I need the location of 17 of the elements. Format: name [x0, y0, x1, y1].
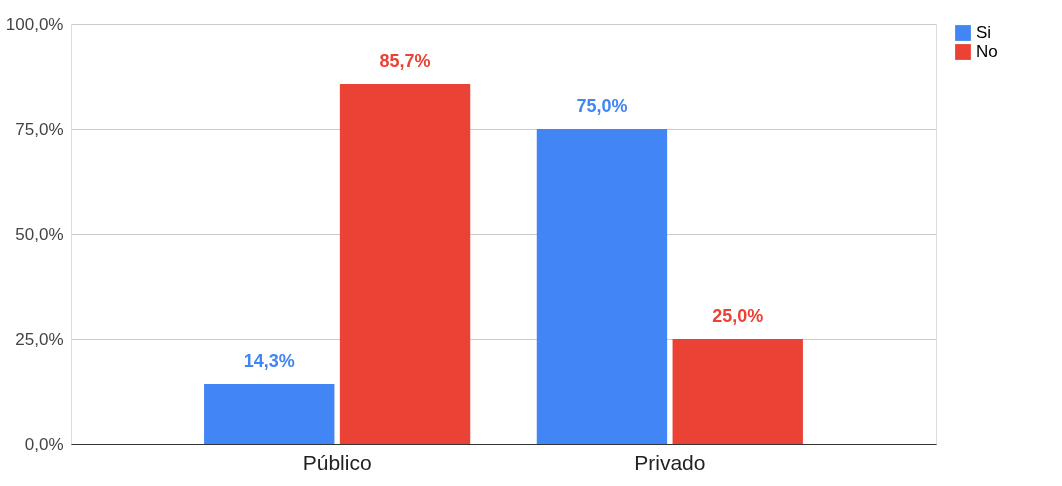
- y-tick-label: 100,0%: [5, 14, 64, 34]
- bar: [339, 84, 471, 444]
- data-label: 14,3%: [243, 350, 295, 371]
- data-label: 25,0%: [712, 306, 764, 326]
- y-tick-label: 0,0%: [24, 434, 64, 454]
- x-tick-label: Privado: [634, 450, 706, 474]
- data-label: 75,0%: [576, 96, 628, 116]
- bar: [204, 383, 335, 444]
- y-tick-label: 25,0%: [15, 329, 64, 349]
- legend-label: No: [976, 42, 998, 61]
- bar: [672, 339, 803, 444]
- x-tick-label: Público: [302, 450, 372, 474]
- y-tick-label: 75,0%: [15, 119, 64, 139]
- data-label: 85,7%: [379, 51, 431, 72]
- legend-label: Si: [976, 23, 992, 42]
- bar: [536, 129, 668, 444]
- y-tick-label: 50,0%: [15, 224, 64, 244]
